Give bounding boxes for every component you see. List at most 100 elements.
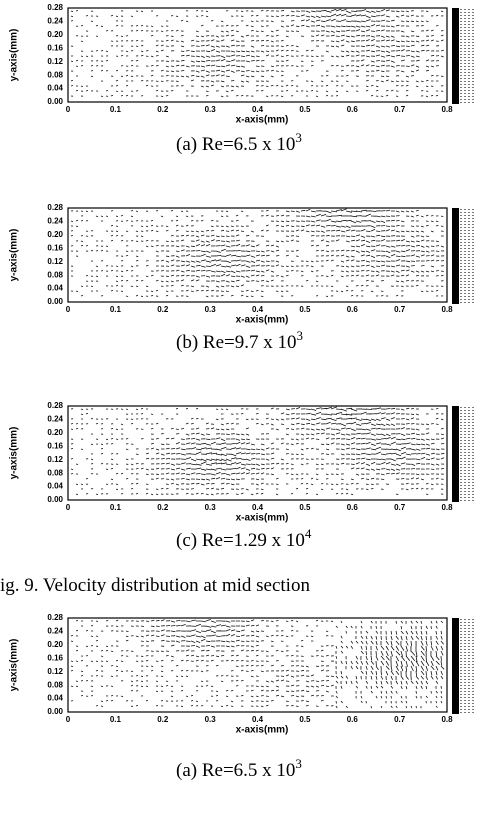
y-axis-label: y-axis(mm)	[9, 29, 20, 82]
y-tick-label: 0.08	[47, 70, 63, 79]
panel: 0.28 0.24 0.20 0.16 0.12 0.08 0.04 0.000 0.1 0.2 0…	[9, 401, 476, 551]
x-tick-label: 0.5	[299, 503, 311, 512]
panel-caption: (b) Re=9.7 x 103	[176, 328, 303, 353]
plot-frame	[67, 7, 448, 103]
y-tick-label: 0.00	[47, 297, 63, 306]
caption-text: (a) Re=6.5 x 10	[176, 134, 295, 155]
x-tick-label: 0.2	[157, 105, 169, 114]
y-tick-label: 0.16	[47, 243, 63, 252]
y-tick-label: 0.12	[47, 57, 63, 66]
y-tick-label: 0.20	[47, 428, 63, 437]
panel: 0.28 0.24 0.20 0.16 0.12 0.08 0.04 0.000 0.1 0.2 0…	[9, 613, 476, 781]
y-tick-label: 0.08	[47, 680, 63, 689]
x-tick-label: 0	[66, 305, 71, 314]
y-axis-label: y-axis(mm)	[9, 427, 20, 480]
plot-frame	[67, 617, 448, 713]
x-tick-label: 0.2	[157, 503, 169, 512]
x-axis-label: x-axis(mm)	[236, 513, 289, 524]
y-tick-label: 0.24	[47, 217, 63, 226]
x-tick-label: 0.2	[157, 715, 169, 724]
x-tick-label: 0.5	[299, 715, 311, 724]
y-tick-label: 0.16	[47, 441, 63, 450]
x-tick-label: 0.8	[441, 715, 453, 724]
y-tick-label: 0.00	[47, 495, 63, 504]
colorbar-hatch	[460, 618, 476, 714]
y-tick-label: 0.00	[47, 707, 63, 716]
y-tick-label: 0.28	[47, 203, 63, 212]
x-tick-label: 0	[66, 715, 71, 724]
x-tick-label: 0.7	[394, 715, 406, 724]
x-tick-label: 0	[66, 503, 71, 512]
y-tick-label: 0.28	[47, 3, 63, 12]
colorbar-dark	[452, 8, 459, 104]
plot-frame	[67, 207, 448, 303]
y-tick-label: 0.28	[47, 401, 63, 410]
colorbar-dark	[452, 406, 459, 502]
x-tick-label: 0.3	[205, 105, 217, 114]
figure-caption: ig. 9. Velocity distribution at mid sect…	[0, 575, 310, 596]
x-tick-label: 0.6	[347, 715, 359, 724]
plot-frame	[67, 405, 448, 501]
x-tick-label: 0.8	[441, 105, 453, 114]
caption-text: (a) Re=6.5 x 10	[176, 760, 295, 781]
y-tick-label: 0.24	[47, 17, 63, 26]
colorbar-hatch	[460, 208, 476, 304]
x-tick-label: 0.4	[252, 715, 264, 724]
y-tick-label: 0.16	[47, 653, 63, 662]
x-tick-label: 0.4	[252, 105, 264, 114]
y-tick-label: 0.08	[47, 468, 63, 477]
y-tick-label: 0.04	[47, 694, 63, 703]
x-tick-label: 0.5	[299, 305, 311, 314]
caption-exponent: 4	[305, 526, 312, 541]
y-axis-label: y-axis(mm)	[9, 229, 20, 282]
colorbar-dark	[452, 618, 459, 714]
vector-field	[70, 619, 445, 709]
x-tick-label: 0.3	[205, 715, 217, 724]
x-tick-label: 0.1	[110, 305, 122, 314]
panel: 0.28 0.24 0.20 0.16 0.12 0.08 0.04 0.000 0.1 0.2 0…	[9, 3, 476, 155]
x-tick-label: 0.7	[394, 305, 406, 314]
x-tick-label: 0.1	[110, 503, 122, 512]
colorbar-hatch	[460, 406, 476, 502]
x-tick-label: 0.7	[394, 105, 406, 114]
x-tick-label: 0.3	[205, 503, 217, 512]
colorbar-hatch	[460, 8, 476, 104]
x-axis-label: x-axis(mm)	[236, 725, 289, 736]
x-tick-label: 0.6	[347, 305, 359, 314]
y-tick-label: 0.24	[47, 627, 63, 636]
panel-caption: (c) Re=1.29 x 104	[176, 526, 312, 551]
y-tick-label: 0.12	[47, 667, 63, 676]
y-tick-label: 0.20	[47, 640, 63, 649]
vector-field	[70, 406, 445, 496]
x-tick-label: 0.3	[205, 305, 217, 314]
x-tick-label: 0	[66, 105, 71, 114]
x-tick-label: 0.1	[110, 105, 122, 114]
caption-text: (b) Re=9.7 x 10	[176, 332, 296, 353]
x-tick-label: 0.5	[299, 105, 311, 114]
y-tick-label: 0.04	[47, 84, 63, 93]
panel: 0.28 0.24 0.20 0.16 0.12 0.08 0.04 0.000 0.1 0.2 0…	[9, 203, 476, 353]
colorbar-dark	[452, 208, 459, 304]
x-axis-label: x-axis(mm)	[236, 315, 289, 326]
y-tick-label: 0.04	[47, 482, 63, 491]
x-tick-label: 0.4	[252, 305, 264, 314]
x-tick-label: 0.6	[347, 503, 359, 512]
caption-exponent: 3	[295, 756, 302, 771]
x-tick-label: 0.1	[110, 715, 122, 724]
caption-exponent: 3	[296, 328, 303, 343]
y-tick-label: 0.12	[47, 257, 63, 266]
y-tick-label: 0.04	[47, 284, 63, 293]
x-tick-label: 0.6	[347, 105, 359, 114]
vector-field	[70, 8, 444, 98]
y-tick-label: 0.16	[47, 43, 63, 52]
vector-field	[70, 208, 445, 298]
y-tick-label: 0.24	[47, 415, 63, 424]
y-tick-label: 0.00	[47, 97, 63, 106]
x-axis-label: x-axis(mm)	[236, 115, 289, 126]
x-tick-label: 0.8	[441, 503, 453, 512]
x-tick-label: 0.2	[157, 305, 169, 314]
y-tick-label: 0.28	[47, 613, 63, 622]
caption-text: (c) Re=1.29 x 10	[176, 530, 305, 551]
y-tick-label: 0.20	[47, 230, 63, 239]
